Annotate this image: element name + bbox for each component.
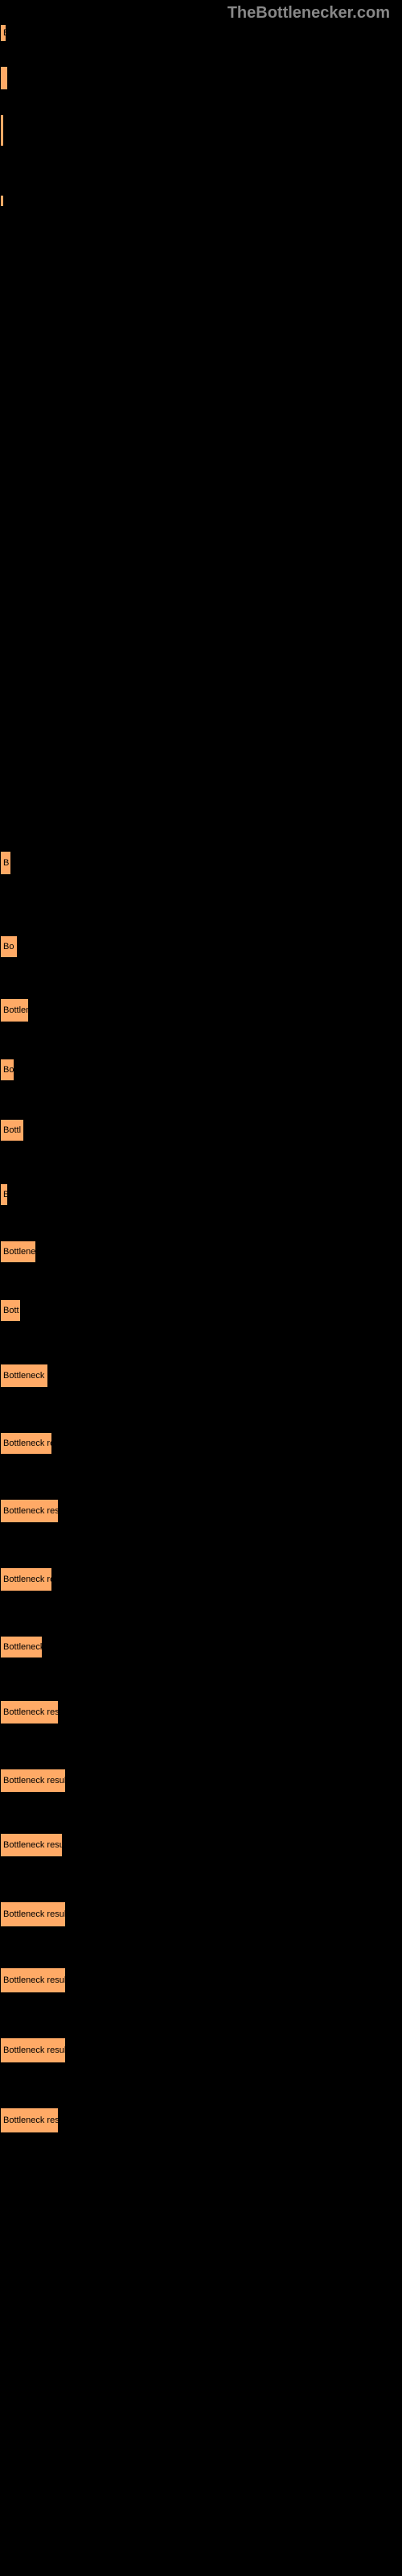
bar: Bottleneck r <box>0 1364 48 1388</box>
bar-row: Bottleneck re <box>0 1432 66 1455</box>
bar <box>0 66 8 90</box>
bar: Bo <box>0 935 18 958</box>
bar <box>0 114 4 147</box>
bar: Bottleneck resu <box>0 2107 59 2133</box>
bar-row: Bottleneck resu <box>0 1499 66 1523</box>
bar-row: Bottleneck result <box>0 1901 66 1927</box>
bar-row: Bottleneck resu <box>0 2107 66 2133</box>
bar: Bottl <box>0 1119 24 1141</box>
bar: Bottleneck <box>0 1636 43 1658</box>
bar: B <box>0 24 6 42</box>
bar-row: Bottlen <box>0 998 66 1022</box>
bar: Bottlene <box>0 1241 36 1263</box>
bar-row: B <box>0 1183 66 1206</box>
bar <box>0 195 4 207</box>
bar: Bottleneck re <box>0 1432 52 1455</box>
bar-row: Bottleneck result <box>0 1769 66 1793</box>
bar-row: Bottlene <box>0 1241 66 1263</box>
bar-row: Bottleneck result <box>0 2037 66 2063</box>
bar: Bottleneck result <box>0 1967 66 1993</box>
bar-row: Bottleneck r <box>0 1364 66 1388</box>
bar: Bottlen <box>0 998 29 1022</box>
site-header: TheBottlenecker.com <box>0 0 402 27</box>
bar: Bottleneck resul <box>0 1833 63 1857</box>
bar-row: Bo <box>0 935 66 958</box>
bar-row: Bottleneck resu <box>0 1700 66 1724</box>
bar: Bottleneck resu <box>0 1700 59 1724</box>
bar-row <box>0 114 66 147</box>
bar: Bottleneck resu <box>0 1499 59 1523</box>
bar: Bottleneck result <box>0 2037 66 2063</box>
bar-row <box>0 66 66 90</box>
bar: Bottleneck re <box>0 1567 52 1591</box>
bar-row <box>0 195 66 207</box>
bar: Bottleneck result <box>0 1901 66 1927</box>
bar: Bott <box>0 1299 21 1322</box>
bar-row: B <box>0 851 66 875</box>
bar: Bo <box>0 1059 14 1081</box>
bar-row: Bottl <box>0 1119 66 1141</box>
bar-row: Bottleneck re <box>0 1567 66 1591</box>
bar-row: B <box>0 24 66 42</box>
bar: Bottleneck result <box>0 1769 66 1793</box>
bar: B <box>0 851 11 875</box>
bar-row: Bottleneck result <box>0 1967 66 1993</box>
bar-row: Bott <box>0 1299 66 1322</box>
bar-row: Bottleneck <box>0 1636 66 1658</box>
bar: B <box>0 1183 8 1206</box>
bar-row: Bottleneck resul <box>0 1833 66 1857</box>
bar-row: Bo <box>0 1059 66 1081</box>
bar-chart: B B Bo Bottlen Bo Bottl B Bottlene Bott Bottlenec… <box>0 24 66 2133</box>
